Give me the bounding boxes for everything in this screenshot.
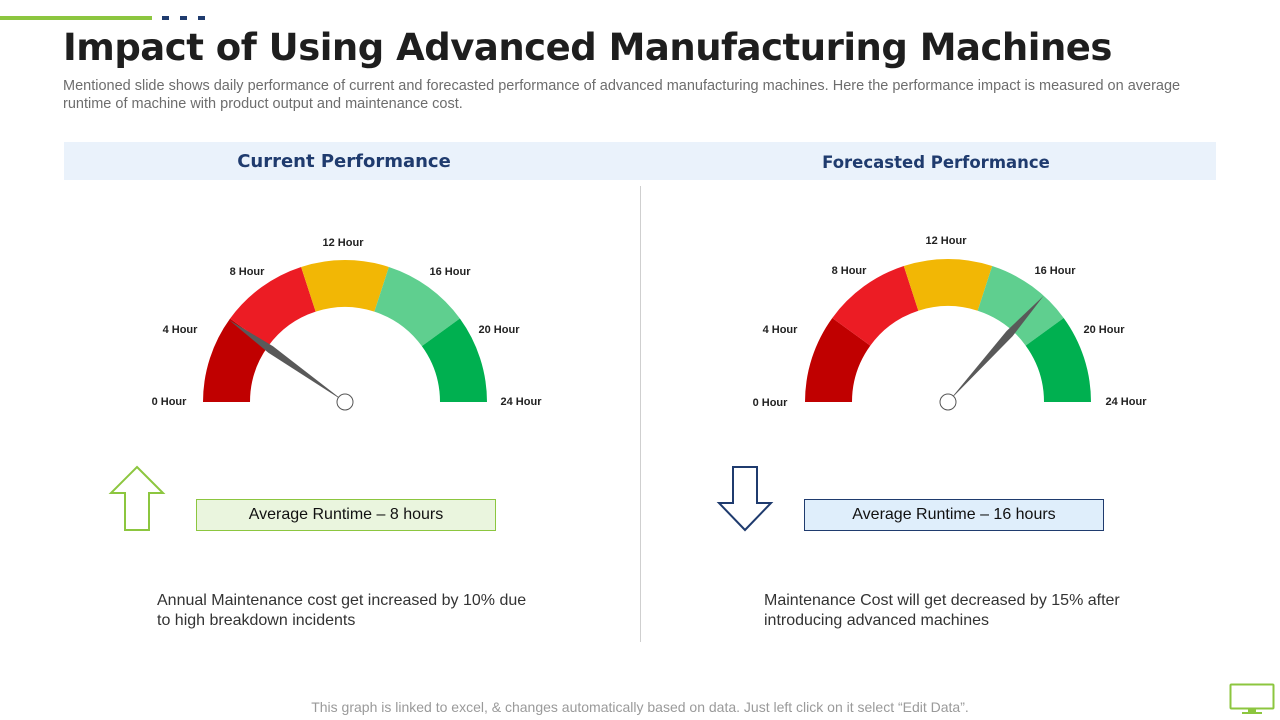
- gauge-needle: [948, 295, 1044, 402]
- gauge-tick-label: 12 Hour: [926, 235, 968, 247]
- gauge-segment: [1025, 317, 1091, 402]
- accent-line: [0, 16, 152, 20]
- forecasted-performance-heading: Forecasted Performance: [822, 153, 1050, 172]
- gauge-tick-label: 4 Hour: [163, 324, 199, 336]
- gauge-tick-label: 4 Hour: [763, 324, 799, 336]
- gauge-tick-label: 16 Hour: [1035, 265, 1077, 277]
- forecasted-performance-gauge: 0 Hour 4 Hour 8 Hour 12 Hour 16 Hour 20 …: [753, 235, 1148, 411]
- gauge-tick-label: 0 Hour: [152, 396, 188, 408]
- page-subtitle: Mentioned slide shows daily performance …: [63, 78, 1181, 112]
- gauge-tick-label: 8 Hour: [230, 266, 266, 278]
- gauge-segment: [421, 318, 487, 402]
- gauge-segment: [977, 265, 1064, 346]
- forecasted-maintenance-note: Maintenance Cost will get decreased by 1…: [764, 592, 1120, 629]
- current-performance-gauge: 0 Hour 4 Hour 8 Hour 12 Hour 16 Hour 20 …: [152, 237, 543, 411]
- up-arrow-icon: [108, 465, 166, 531]
- gauge-needle-hub: [336, 393, 354, 411]
- gauge-needle: [229, 320, 345, 402]
- gauge-segment: [230, 266, 316, 347]
- accent-dot: [180, 16, 187, 20]
- gauge-tick-label: 16 Hour: [430, 266, 472, 278]
- gauge-segment: [301, 260, 389, 312]
- current-runtime-box: Average Runtime – 8 hours: [196, 499, 496, 531]
- accent-dot: [162, 16, 169, 20]
- header-band: [64, 142, 1216, 180]
- gauge-segment: [203, 318, 269, 402]
- gauge-tick-label: 12 Hour: [323, 237, 365, 249]
- accent-dot: [198, 16, 205, 20]
- monitor-icon: [1229, 683, 1275, 714]
- gauge-tick-label: 8 Hour: [832, 265, 868, 277]
- current-maintenance-note: Annual Maintenance cost get increased by…: [157, 592, 527, 629]
- page-title: Impact of Using Advanced Manufacturing M…: [63, 26, 1112, 69]
- down-arrow-icon: [716, 466, 774, 532]
- footer-note: This graph is linked to excel, & changes…: [311, 699, 969, 715]
- panel-divider: [640, 186, 641, 642]
- gauge-needle-hub: [939, 393, 957, 411]
- gauge-segment: [374, 266, 460, 347]
- gauge-tick-label: 0 Hour: [753, 397, 789, 409]
- gauge-tick-label: 20 Hour: [479, 324, 521, 336]
- gauge-tick-label: 24 Hour: [501, 396, 543, 408]
- gauge-tick-label: 24 Hour: [1106, 396, 1148, 408]
- gauge-segment: [832, 265, 919, 346]
- forecasted-runtime-box: Average Runtime – 16 hours: [804, 499, 1104, 531]
- gauge-segment: [805, 317, 871, 402]
- gauge-segment: [903, 259, 993, 311]
- gauge-tick-label: 20 Hour: [1084, 324, 1126, 336]
- current-performance-heading: Current Performance: [237, 151, 451, 172]
